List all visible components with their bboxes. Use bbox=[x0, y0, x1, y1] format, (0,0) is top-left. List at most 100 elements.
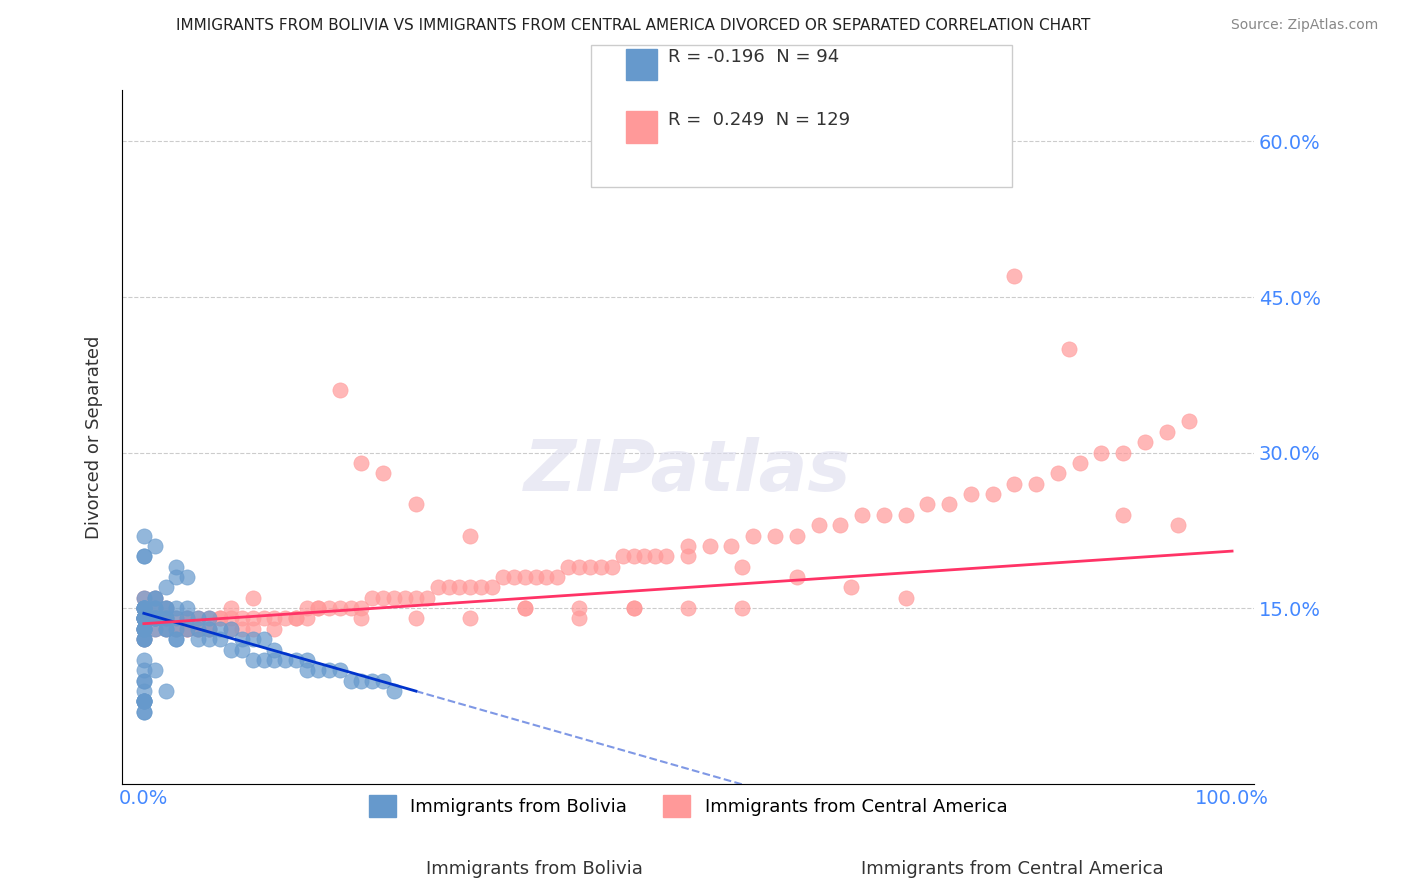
Point bbox=[1133, 435, 1156, 450]
Point bbox=[132, 705, 155, 719]
Point bbox=[579, 559, 602, 574]
Point bbox=[166, 622, 188, 636]
Point bbox=[176, 622, 198, 636]
Point bbox=[720, 539, 742, 553]
Point bbox=[405, 611, 427, 625]
Point bbox=[187, 632, 209, 647]
Point bbox=[198, 611, 221, 625]
Point bbox=[132, 611, 155, 625]
Text: Immigrants from Bolivia: Immigrants from Bolivia bbox=[426, 860, 643, 878]
Point bbox=[198, 611, 221, 625]
Point bbox=[143, 591, 166, 605]
Point bbox=[894, 591, 917, 605]
Point bbox=[373, 591, 395, 605]
Point bbox=[458, 581, 481, 595]
Point bbox=[307, 601, 329, 615]
Point bbox=[166, 632, 188, 647]
Point bbox=[513, 601, 536, 615]
Point bbox=[731, 601, 754, 615]
Point bbox=[187, 622, 209, 636]
Point bbox=[373, 467, 395, 481]
Point bbox=[187, 611, 209, 625]
Point bbox=[143, 539, 166, 553]
Point bbox=[132, 601, 155, 615]
Point bbox=[839, 581, 862, 595]
Point bbox=[143, 601, 166, 615]
Point bbox=[633, 549, 655, 564]
Point bbox=[176, 601, 198, 615]
Point bbox=[208, 632, 231, 647]
Point bbox=[132, 611, 155, 625]
Point bbox=[263, 653, 285, 667]
Point bbox=[285, 611, 308, 625]
Point bbox=[176, 622, 198, 636]
Point bbox=[132, 611, 155, 625]
Point bbox=[676, 539, 699, 553]
Point bbox=[132, 632, 155, 647]
Point bbox=[132, 622, 155, 636]
Point bbox=[132, 601, 155, 615]
Point bbox=[198, 632, 221, 647]
Point bbox=[155, 611, 177, 625]
Point bbox=[155, 601, 177, 615]
Point bbox=[1057, 342, 1080, 356]
Point bbox=[166, 601, 188, 615]
Point bbox=[1156, 425, 1178, 439]
Point bbox=[166, 570, 188, 584]
Point bbox=[231, 611, 253, 625]
Point bbox=[132, 653, 155, 667]
Point bbox=[960, 487, 983, 501]
Point bbox=[132, 622, 155, 636]
Point bbox=[132, 611, 155, 625]
Point bbox=[873, 508, 896, 522]
Point bbox=[208, 622, 231, 636]
Point bbox=[143, 591, 166, 605]
Point bbox=[143, 611, 166, 625]
Point bbox=[166, 559, 188, 574]
Point bbox=[655, 549, 678, 564]
Point bbox=[231, 622, 253, 636]
Point bbox=[231, 632, 253, 647]
Point bbox=[166, 611, 188, 625]
Point bbox=[132, 601, 155, 615]
Point bbox=[851, 508, 873, 522]
Point bbox=[307, 664, 329, 678]
Point bbox=[307, 601, 329, 615]
Point bbox=[132, 694, 155, 708]
Point bbox=[786, 570, 808, 584]
Point bbox=[132, 684, 155, 698]
Point bbox=[449, 581, 471, 595]
Point bbox=[187, 622, 209, 636]
Point bbox=[274, 611, 297, 625]
Point bbox=[176, 622, 198, 636]
Point bbox=[242, 591, 264, 605]
Point bbox=[132, 611, 155, 625]
Point bbox=[132, 528, 155, 542]
Point bbox=[1167, 518, 1189, 533]
Point bbox=[481, 581, 503, 595]
Point bbox=[166, 611, 188, 625]
Point bbox=[350, 456, 373, 470]
Point bbox=[143, 611, 166, 625]
Point bbox=[373, 673, 395, 688]
Point bbox=[676, 601, 699, 615]
Point bbox=[166, 622, 188, 636]
Point bbox=[263, 642, 285, 657]
Point bbox=[208, 611, 231, 625]
Point bbox=[155, 684, 177, 698]
Point bbox=[361, 673, 384, 688]
Point bbox=[252, 632, 274, 647]
Point bbox=[807, 518, 830, 533]
Point bbox=[242, 653, 264, 667]
Point bbox=[350, 611, 373, 625]
Point bbox=[426, 581, 449, 595]
Point bbox=[524, 570, 547, 584]
Point bbox=[155, 611, 177, 625]
Point bbox=[219, 601, 242, 615]
Point bbox=[949, 155, 972, 169]
Point bbox=[546, 570, 568, 584]
Point bbox=[242, 611, 264, 625]
Point bbox=[143, 611, 166, 625]
Point bbox=[132, 611, 155, 625]
Point bbox=[132, 601, 155, 615]
